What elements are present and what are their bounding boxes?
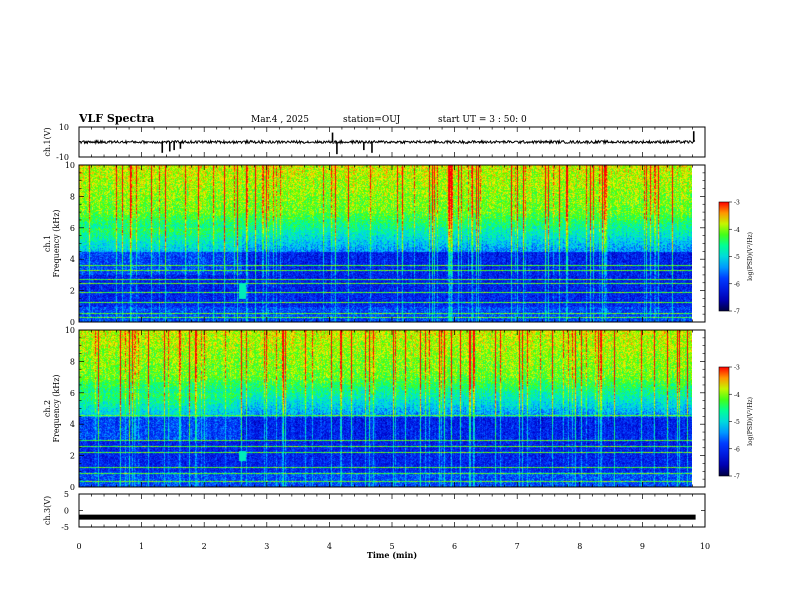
x-tick-label: 7 [515, 542, 520, 551]
y-axis-label-frequency: Frequency (kHz) [52, 374, 61, 442]
date-label: Mar.4 , 2025 [251, 115, 309, 125]
y-tick-label: 0 [70, 318, 75, 327]
y-tick-label: 8 [70, 357, 75, 366]
y-tick-label: 10 [65, 161, 75, 170]
colorbar-tick-label: -4 [734, 392, 740, 399]
y-axis-label: ch.3(V) [43, 496, 52, 525]
x-tick-label: 6 [452, 542, 457, 551]
start-time-label: start UT = 3 : 50: 0 [438, 115, 527, 125]
x-tick-label: 5 [389, 542, 394, 551]
colorbar-tick-label: -4 [734, 227, 740, 234]
colorbar-tick-label: -7 [734, 309, 740, 316]
y-axis-label-channel: ch.1 [43, 235, 52, 252]
y-axis-label-frequency: Frequency (kHz) [52, 209, 61, 277]
y-tick-label: 4 [70, 420, 75, 429]
y-tick-label: 2 [70, 287, 75, 296]
x-tick-label: 9 [640, 542, 645, 551]
colorbar-ch2 [718, 366, 730, 477]
y-tick-label: 8 [70, 192, 75, 201]
spectrogram-ch2 [79, 330, 692, 487]
colorbar-ch1 [718, 201, 730, 312]
x-tick-label: 10 [700, 542, 710, 551]
x-tick-label: 0 [76, 542, 81, 551]
y-tick-label: -5 [61, 523, 69, 532]
y-tick-label: 0 [64, 507, 69, 516]
x-tick-label: 4 [327, 542, 332, 551]
colorbar-tick-label: -5 [734, 419, 740, 426]
y-tick-label: -10 [56, 153, 69, 162]
x-tick-label: 2 [202, 542, 207, 551]
colorbar-tick-label: -5 [734, 254, 740, 261]
y-tick-label: 4 [70, 255, 75, 264]
colorbar-tick-label: -3 [734, 365, 740, 372]
x-tick-label: 8 [577, 542, 582, 551]
colorbar-label: log(PSD)(V²/Hz) [747, 232, 754, 281]
colorbar-label: log(PSD)(V²/Hz) [747, 397, 754, 446]
colorbar-tick-label: -3 [734, 200, 740, 207]
colorbar-tick-label: -7 [734, 474, 740, 481]
spectrogram-ch1 [79, 165, 692, 322]
y-tick-label: 6 [70, 389, 75, 398]
y-tick-label: 10 [65, 326, 75, 335]
colorbar-tick-label: -6 [734, 281, 740, 288]
ch1-waveform-line [78, 138, 696, 146]
y-axis-label-channel: ch.2 [43, 400, 52, 417]
y-tick-label: 0 [70, 483, 75, 492]
x-tick-label: 3 [264, 542, 269, 551]
x-axis-label: Time (min) [367, 550, 417, 560]
x-tick-label: 1 [139, 542, 144, 551]
y-tick-label: 2 [70, 452, 75, 461]
colorbar-tick-label: -6 [734, 446, 740, 453]
y-tick-label: 5 [64, 490, 69, 499]
chart-title: VLF Spectra [79, 112, 155, 125]
station-label: station=OUJ [343, 115, 401, 125]
y-tick-label: 10 [59, 123, 69, 132]
y-axis-label: ch.1(V) [43, 127, 52, 156]
y-tick-label: 6 [70, 224, 75, 233]
